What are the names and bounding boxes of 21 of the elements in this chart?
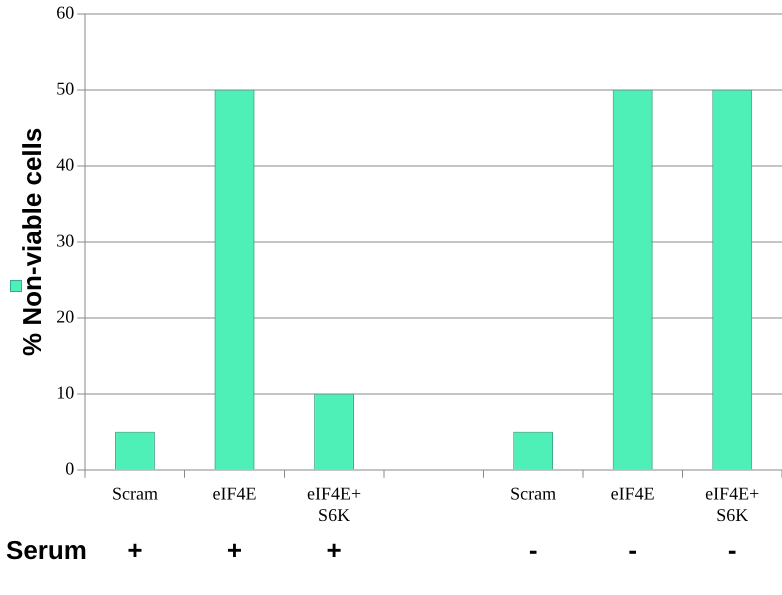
y-tick-label: 0 (65, 458, 74, 479)
text: - (528, 535, 538, 566)
y-tick-label: 30 (56, 230, 74, 251)
y-tick-label: 40 (56, 154, 74, 175)
text: + (127, 535, 143, 566)
y-tick-label: 10 (56, 382, 74, 403)
x-tick-label: Scram (510, 483, 556, 504)
x-tick-label: eIF4E+ S6K (306, 483, 362, 525)
y-tick-label: 50 (56, 78, 74, 99)
text: - (628, 535, 638, 566)
x-tick-label: eIF4E (212, 483, 257, 504)
text: Serum (6, 535, 87, 566)
text: + (326, 535, 342, 566)
text: + (226, 535, 242, 566)
x-tick-label: Scram (112, 483, 158, 504)
text: - (728, 535, 737, 566)
y-tick-label: 20 (56, 306, 74, 327)
x-tick-label: eIF4E+ S6K (705, 483, 760, 525)
x-tick-label: eIF4E (610, 483, 655, 504)
y-axis-title: % Non-viable cells (16, 128, 47, 356)
y-tick-label: 60 (56, 2, 74, 23)
